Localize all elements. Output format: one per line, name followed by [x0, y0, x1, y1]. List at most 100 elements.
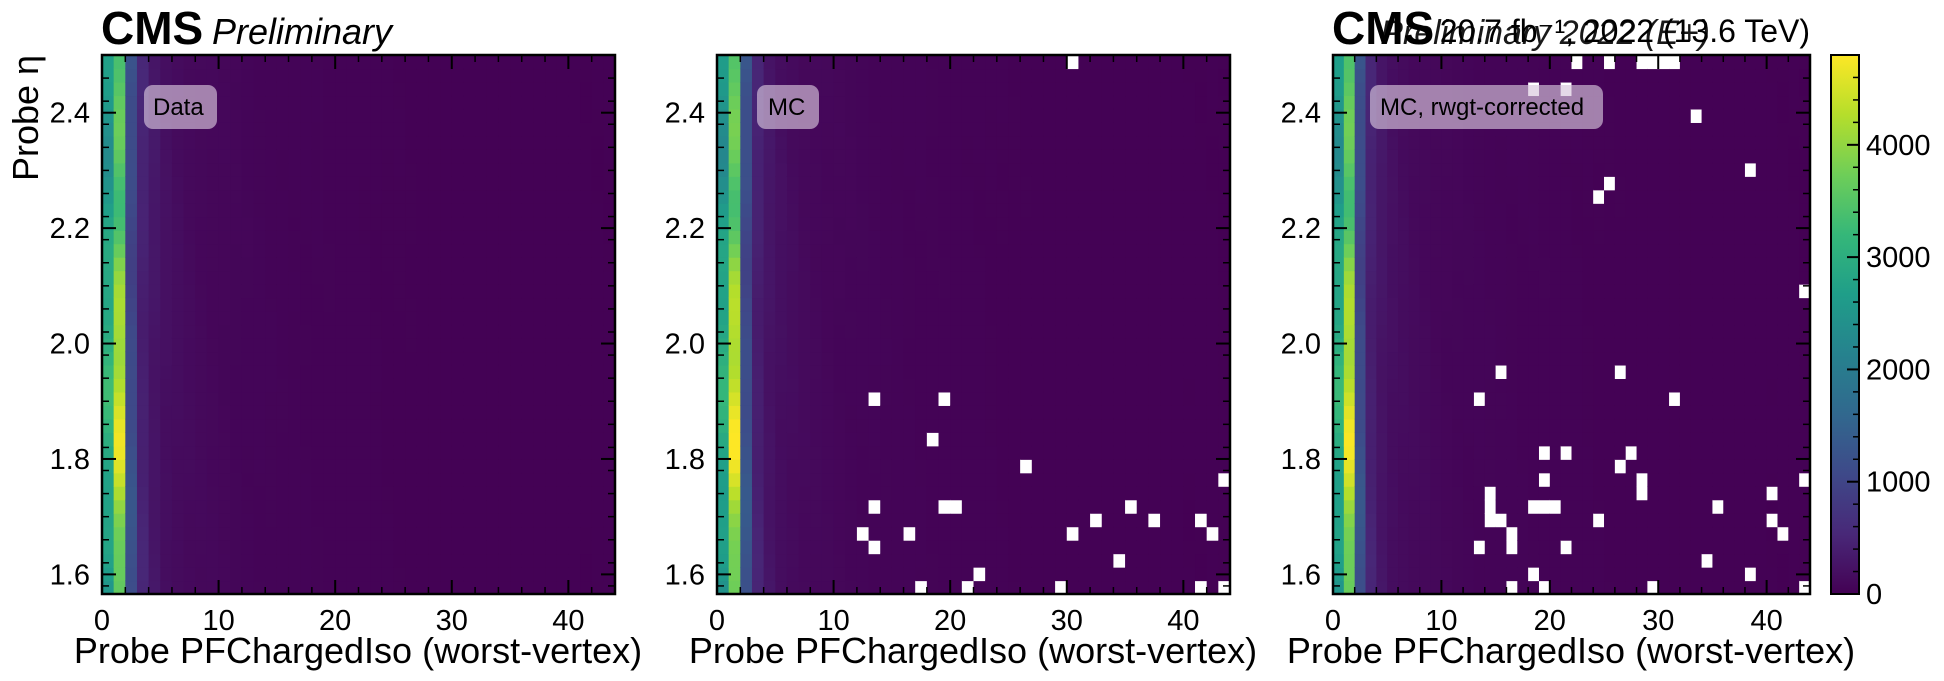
- heatmap-bin: [1614, 162, 1627, 177]
- heatmap-bin: [475, 513, 488, 528]
- heatmap-bin: [891, 378, 905, 393]
- heatmap-bin: [1495, 499, 1508, 514]
- heatmap-bin: [1333, 108, 1345, 123]
- heatmap-bin: [428, 284, 441, 299]
- heatmap-bin: [1066, 162, 1080, 177]
- heatmap-bin: [1055, 459, 1068, 474]
- heatmap-bin: [416, 108, 430, 123]
- heatmap-bin: [728, 378, 741, 393]
- heatmap-bin: [253, 284, 266, 299]
- heatmap-bin: [393, 418, 406, 433]
- heatmap-bin: [1020, 162, 1033, 177]
- heatmap-bin: [206, 176, 220, 191]
- heatmap-bin: [206, 553, 220, 568]
- empty-bin: [1495, 364, 1508, 379]
- empty-bin: [1604, 176, 1616, 191]
- heatmap-bin: [1125, 108, 1138, 123]
- heatmap-bin: [1495, 162, 1508, 177]
- heatmap-bin: [195, 391, 208, 406]
- heatmap-bin: [113, 526, 126, 541]
- heatmap-bin: [1582, 459, 1594, 474]
- heatmap-bin: [1343, 297, 1356, 312]
- heatmap-bin: [915, 499, 928, 514]
- heatmap-bin: [1376, 203, 1388, 218]
- heatmap-bin: [1419, 472, 1432, 487]
- heatmap-bin: [740, 297, 753, 312]
- heatmap-bin: [1506, 203, 1518, 218]
- heatmap-bin: [1560, 351, 1573, 366]
- heatmap-bin: [323, 580, 336, 595]
- heatmap-bin: [136, 311, 150, 326]
- heatmap-bin: [1125, 337, 1138, 353]
- heatmap-bin: [1614, 257, 1627, 272]
- heatmap-bin: [113, 55, 126, 70]
- heatmap-bin: [1376, 486, 1388, 501]
- heatmap-bin: [1463, 324, 1475, 339]
- heatmap-bin: [1333, 243, 1345, 258]
- heatmap-bin: [1571, 68, 1583, 83]
- heatmap-bin: [1463, 122, 1475, 137]
- heatmap-bin: [1614, 472, 1627, 487]
- heatmap-bin: [763, 418, 776, 433]
- heatmap-bin: [961, 149, 975, 164]
- heatmap-bin: [568, 472, 581, 487]
- heatmap-bin: [1528, 459, 1540, 474]
- heatmap-bin: [1560, 135, 1573, 150]
- heatmap-bin: [171, 257, 185, 272]
- heatmap-bin: [1441, 445, 1453, 460]
- heatmap-bin: [393, 580, 406, 595]
- heatmap-bin: [856, 189, 870, 204]
- heatmap-bin: [868, 405, 881, 420]
- heatmap-bin: [102, 55, 115, 70]
- heatmap-bin: [591, 135, 604, 150]
- heatmap-bin: [996, 526, 1010, 541]
- heatmap-bin: [786, 405, 800, 420]
- heatmap-bin: [218, 297, 231, 312]
- heatmap-bin: [276, 445, 290, 460]
- heatmap-bin: [113, 324, 126, 339]
- heatmap-bin: [591, 540, 604, 555]
- heatmap-bin: [1031, 418, 1045, 433]
- heatmap-bin: [1113, 297, 1126, 312]
- heatmap-bin: [1647, 311, 1659, 326]
- heatmap-bin: [775, 567, 788, 582]
- heatmap-bin: [195, 351, 208, 366]
- heatmap-bin: [568, 553, 581, 568]
- heatmap-bin: [903, 122, 916, 137]
- heatmap-bin: [183, 499, 196, 514]
- heatmap-bin: [821, 499, 835, 514]
- heatmap-bin: [300, 499, 313, 514]
- heatmap-bin: [183, 243, 196, 258]
- heatmap-bin: [370, 243, 383, 258]
- heatmap-bin: [938, 324, 951, 339]
- heatmap-bin: [113, 486, 126, 501]
- heatmap-bin: [880, 472, 893, 487]
- heatmap-bin: [405, 297, 418, 312]
- heatmap-bin: [845, 230, 858, 245]
- heatmap-bin: [973, 580, 986, 595]
- heatmap-bin: [416, 378, 430, 393]
- heatmap-bin: [125, 391, 138, 406]
- heatmap-bin: [786, 378, 800, 393]
- heatmap-bin: [1183, 95, 1196, 110]
- heatmap-bin: [591, 351, 604, 366]
- heatmap-bin: [218, 459, 231, 474]
- heatmap-bin: [241, 432, 255, 447]
- heatmap-bin: [183, 351, 196, 366]
- heatmap-bin: [1043, 108, 1056, 123]
- heatmap-bin: [938, 513, 951, 528]
- heatmap-bin: [276, 95, 290, 110]
- heatmap-bin: [1625, 378, 1638, 393]
- heatmap-bin: [938, 378, 951, 393]
- heatmap-bin: [1031, 351, 1045, 366]
- heatmap-bin: [845, 445, 858, 460]
- heatmap-bin: [1113, 405, 1126, 420]
- heatmap-bin: [300, 243, 313, 258]
- heatmap-bin: [1658, 351, 1670, 366]
- heatmap-bin: [1020, 257, 1033, 272]
- heatmap-bin: [810, 149, 823, 164]
- heatmap-bin: [717, 122, 730, 137]
- heatmap-bin: [1636, 513, 1648, 528]
- heatmap-bin: [891, 257, 905, 272]
- heatmap-bin: [1387, 149, 1399, 164]
